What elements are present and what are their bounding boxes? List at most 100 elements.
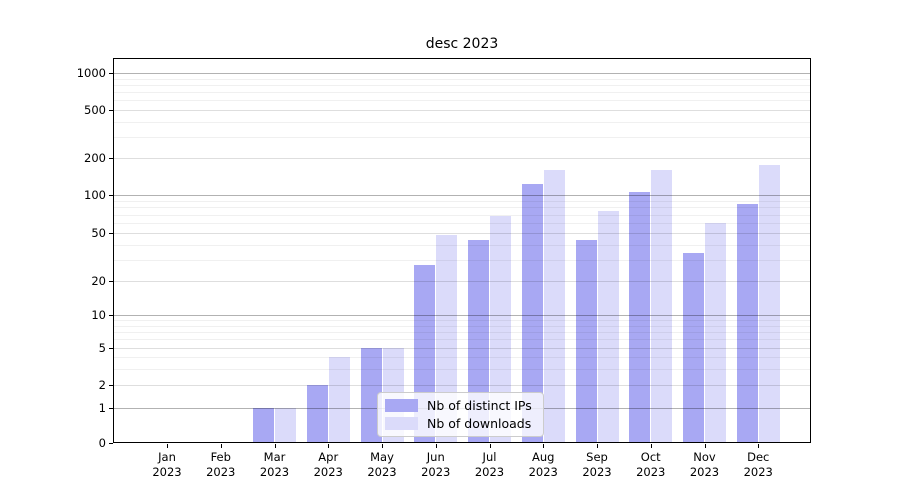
y-tick-label-100: 100: [84, 187, 106, 202]
legend-label-downloads: Nb of downloads: [427, 415, 532, 431]
gridline-minor-600: [114, 100, 810, 102]
y-tick-1: [109, 408, 113, 409]
gridline-minor-6: [114, 339, 810, 341]
x-tick-label-jan: Jan 2023: [152, 450, 182, 479]
legend: Nb of distinct IPs Nb of downloads: [377, 392, 544, 437]
y-tick-label-1000: 1000: [76, 65, 106, 80]
x-tick-jul: [489, 444, 491, 448]
x-tick-label-may: May 2023: [367, 450, 397, 479]
bar-nb-of-distinct-ips-nov: [683, 253, 704, 443]
gridline-minor-80: [114, 207, 810, 209]
bar-nb-of-downloads-jul: [490, 216, 511, 443]
legend-item-distinct-ips: Nb of distinct IPs: [385, 397, 536, 415]
gridline-minor-9: [114, 320, 810, 321]
bar-nb-of-distinct-ips-apr: [306, 385, 328, 443]
bar-nb-of-downloads-oct: [651, 169, 673, 443]
y-tick-50: [109, 233, 113, 234]
gridline-minor-8: [114, 325, 810, 327]
y-tick-500: [109, 110, 113, 111]
bar-nb-of-downloads-nov: [705, 223, 726, 443]
x-tick-feb: [220, 444, 222, 448]
x-tick-label-sep: Sep 2023: [582, 450, 612, 479]
legend-swatch-downloads-icon: [385, 416, 418, 430]
gridline-50: [114, 233, 810, 234]
bar-nb-of-downloads-mar: [275, 408, 296, 443]
bar-nb-of-distinct-ips-dec: [736, 203, 758, 443]
y-tick-label-50: 50: [91, 225, 106, 240]
gridline-100: [114, 195, 810, 196]
gridline-minor-30: [114, 259, 810, 261]
x-tick-jan: [167, 444, 168, 448]
x-tick-nov: [704, 444, 706, 448]
bar-nb-of-downloads-apr: [328, 357, 350, 443]
gridline-minor-900: [114, 78, 810, 80]
x-tick-oct: [650, 444, 652, 448]
x-tick-mar: [274, 444, 276, 448]
bar-nb-of-distinct-ips-oct: [629, 192, 651, 443]
x-tick-dec: [758, 444, 760, 448]
y-tick-1000: [109, 73, 113, 74]
gridline-minor-4: [114, 357, 810, 358]
bar-nb-of-distinct-ips-may: [360, 348, 382, 443]
bar-nb-of-distinct-ips-aug: [521, 183, 543, 443]
x-tick-label-oct: Oct 2023: [636, 450, 666, 479]
gridline-20: [114, 281, 810, 282]
y-tick-label-10: 10: [91, 307, 106, 322]
x-tick-label-jul: Jul 2023: [474, 450, 505, 479]
gridline-minor-800: [114, 84, 810, 86]
y-tick-label-5: 5: [98, 340, 106, 355]
x-tick-apr: [328, 444, 330, 448]
y-tick-label-500: 500: [84, 102, 106, 117]
y-tick-label-20: 20: [91, 273, 106, 288]
x-tick-label-aug: Aug 2023: [528, 450, 558, 479]
y-tick-0: [109, 443, 113, 444]
gridline-500: [114, 110, 810, 111]
gridline-minor-700: [114, 92, 810, 93]
chart-title: desc 2023: [425, 36, 499, 52]
gridline-10: [114, 315, 810, 316]
legend-item-downloads: Nb of downloads: [385, 415, 536, 433]
y-tick-5: [109, 348, 113, 349]
bar-nb-of-distinct-ips-mar: [253, 408, 274, 443]
gridline-minor-90: [114, 200, 810, 202]
y-tick-label-1: 1: [98, 400, 106, 415]
bar-nb-of-downloads-jun: [436, 235, 458, 443]
gridline-minor-7: [114, 332, 810, 333]
legend-label-distinct-ips: Nb of distinct IPs: [427, 398, 532, 414]
gridline-minor-300: [114, 136, 810, 138]
x-tick-label-nov: Nov 2023: [689, 450, 720, 479]
y-tick-200: [109, 158, 113, 159]
bar-nb-of-downloads-aug: [543, 169, 565, 443]
y-tick-10: [109, 315, 113, 316]
x-tick-label-jun: Jun 2023: [421, 450, 451, 479]
x-tick-sep: [597, 444, 598, 448]
x-tick-jun: [435, 444, 437, 448]
legend-swatch-distinct-ips-icon: [385, 399, 418, 413]
y-tick-100: [109, 195, 113, 196]
gridline-minor-70: [114, 214, 810, 216]
gridline-minor-40: [114, 244, 810, 246]
y-tick-label-0: 0: [98, 435, 106, 450]
gridline-minor-400: [114, 121, 810, 123]
gridline-minor-3: [114, 368, 810, 370]
y-tick-label-2: 2: [98, 377, 106, 392]
bar-nb-of-distinct-ips-sep: [575, 239, 597, 443]
y-tick-label-200: 200: [84, 150, 106, 165]
x-tick-label-feb: Feb 2023: [206, 450, 236, 479]
gridline-minor-60: [114, 223, 810, 224]
bar-nb-of-downloads-sep: [597, 210, 619, 443]
y-tick-20: [109, 281, 113, 282]
x-tick-label-dec: Dec 2023: [743, 450, 773, 479]
bar-nb-of-downloads-dec: [758, 165, 780, 443]
gridline-2: [114, 385, 810, 386]
x-tick-label-mar: Mar 2023: [259, 450, 290, 479]
gridline-5: [114, 348, 810, 349]
gridline-200: [114, 158, 810, 159]
y-tick-2: [109, 385, 113, 386]
x-tick-label-apr: Apr 2023: [313, 450, 343, 479]
gridline-1000: [114, 73, 810, 74]
